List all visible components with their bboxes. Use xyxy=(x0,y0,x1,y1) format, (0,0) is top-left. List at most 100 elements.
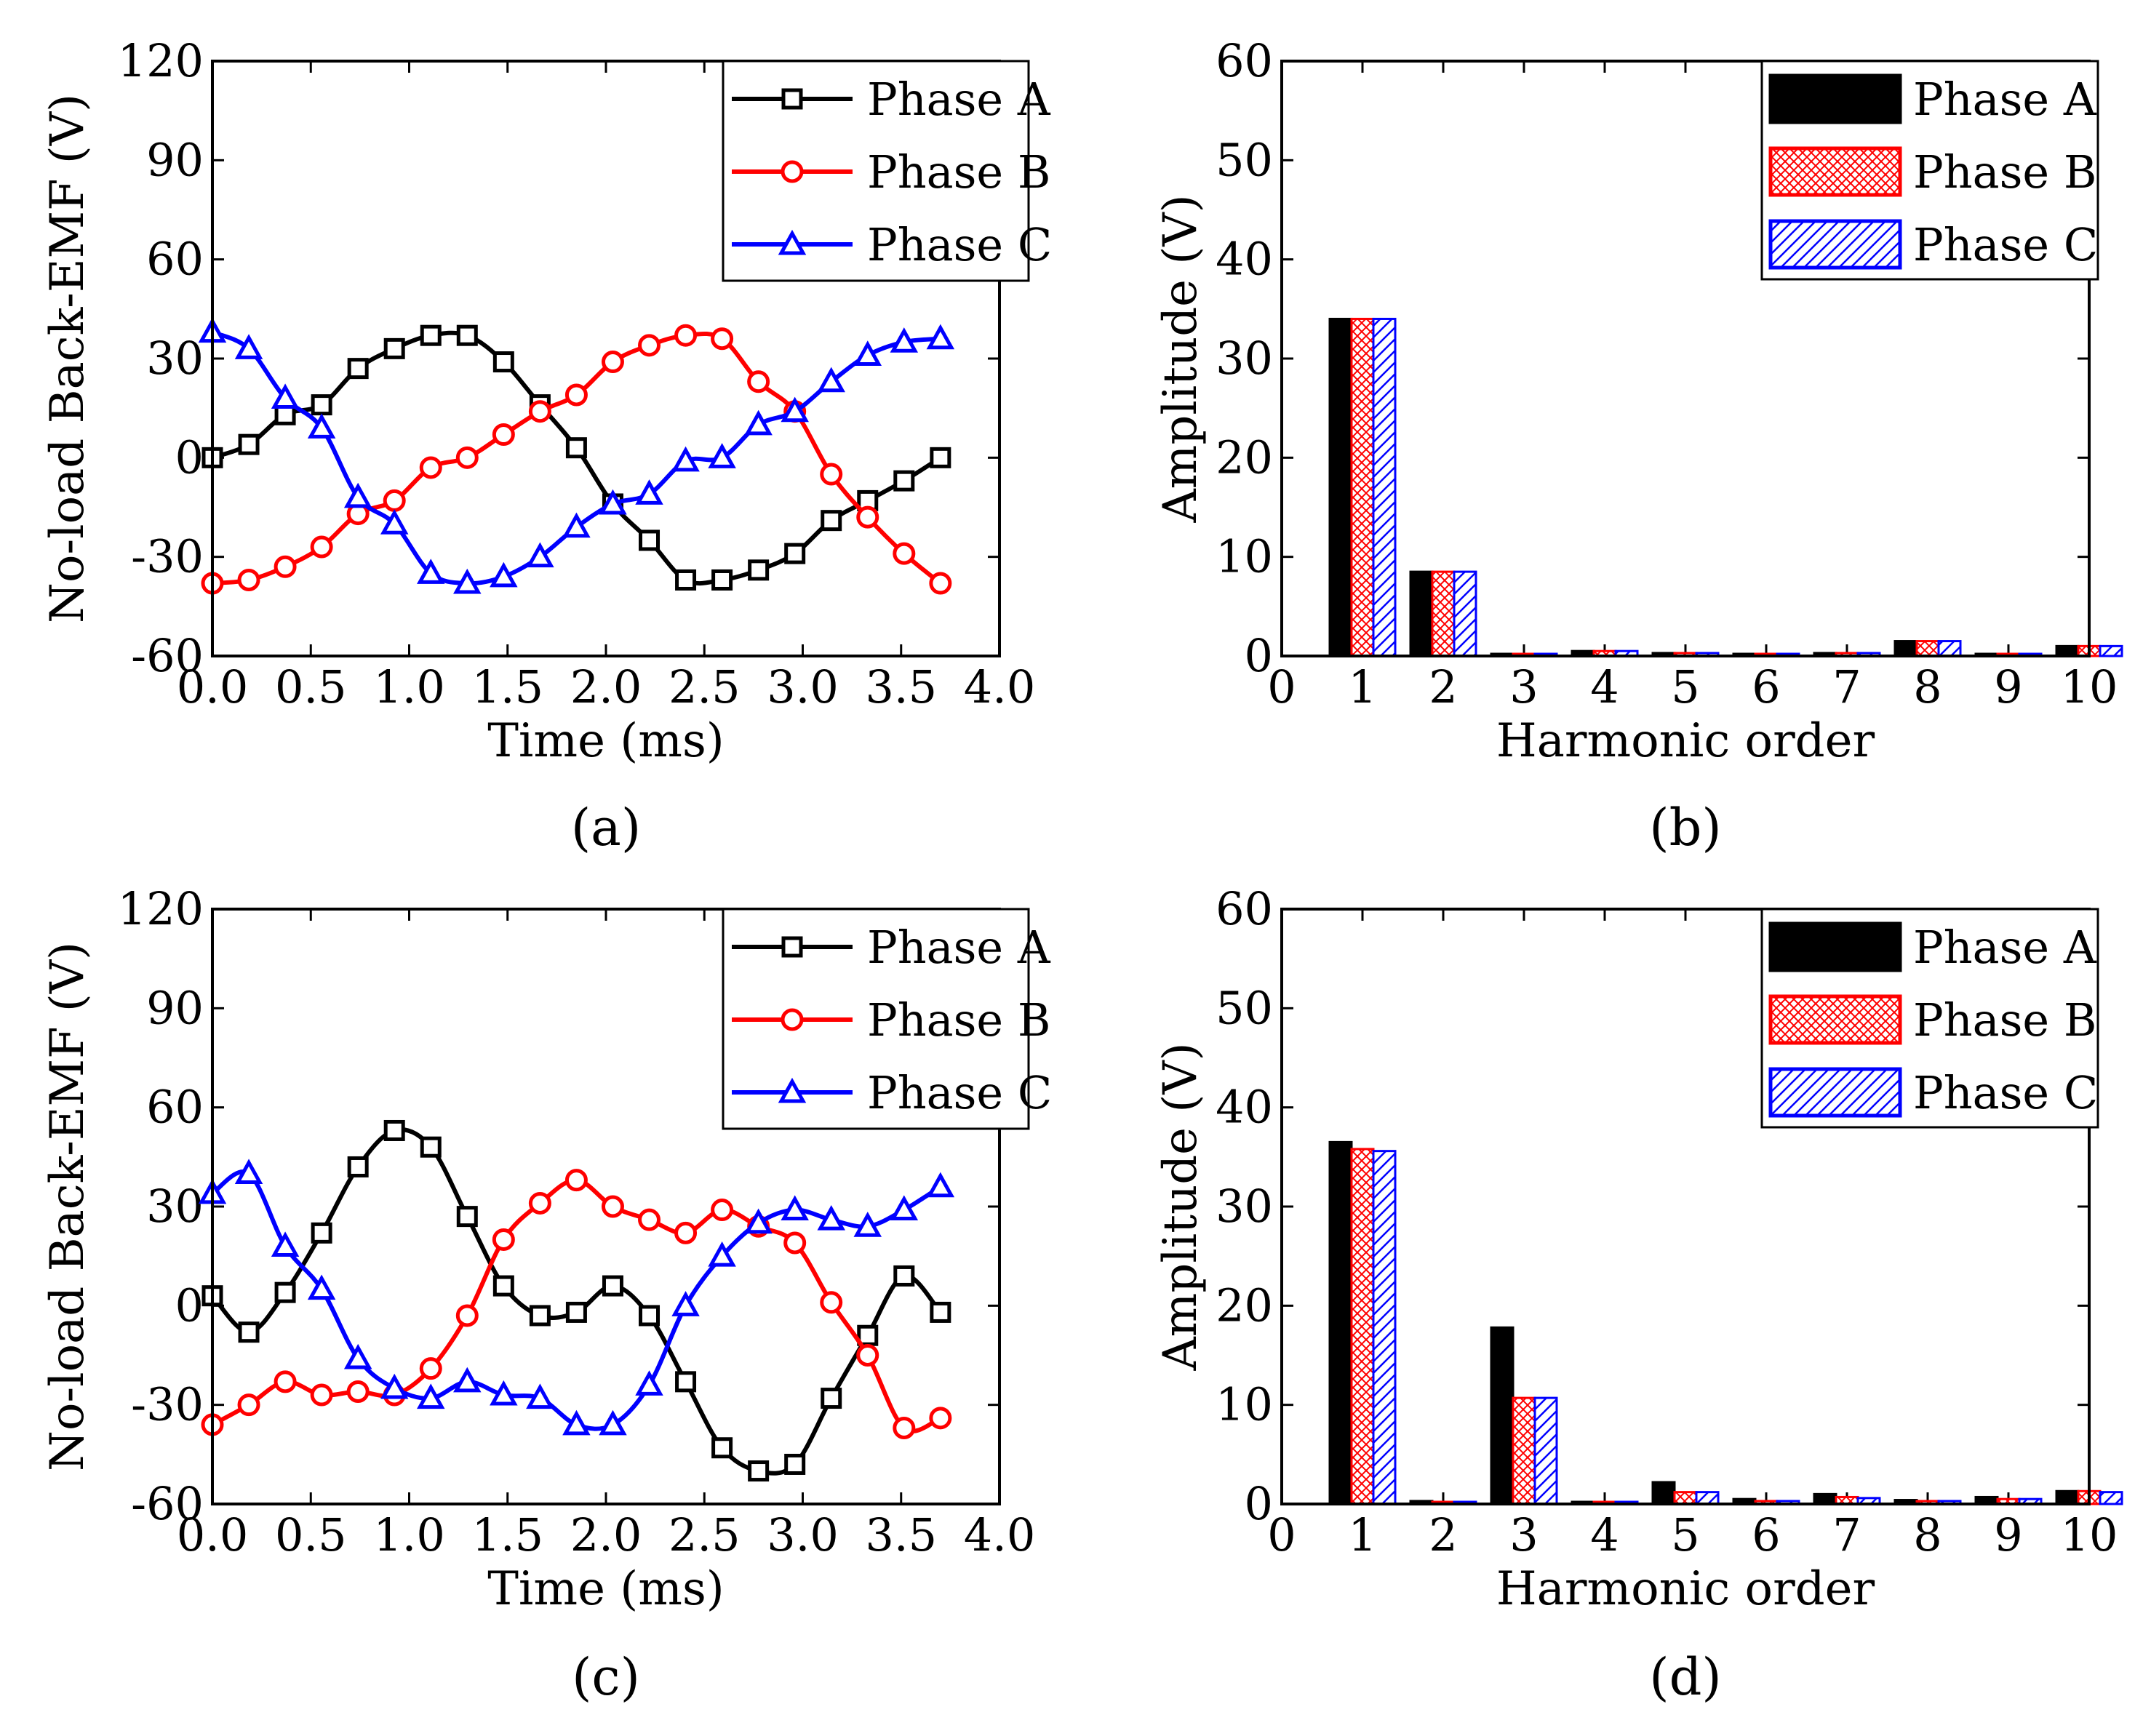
data-point xyxy=(890,327,919,353)
data-point xyxy=(781,1195,809,1221)
data-point xyxy=(817,367,845,393)
x-tick-label: 2.0 xyxy=(570,660,642,713)
bar-phase-b-h1 xyxy=(1350,1148,1375,1505)
data-point xyxy=(781,396,809,423)
data-point xyxy=(343,482,372,508)
plot-frame xyxy=(1280,908,2091,1505)
y-tick-label: 20 xyxy=(1216,1279,1273,1332)
y-tick-label: 60 xyxy=(146,233,204,286)
y-tick-label: -30 xyxy=(131,530,204,583)
data-point xyxy=(599,1409,627,1436)
data-point xyxy=(638,1208,661,1231)
data-point xyxy=(748,1460,770,1482)
data-point xyxy=(347,358,369,380)
data-point xyxy=(490,1380,518,1406)
legend-label: Phase B xyxy=(1913,993,2096,1047)
bar-phase-a-h8 xyxy=(1893,640,1918,657)
data-point xyxy=(599,489,627,515)
x-tick-label: 3 xyxy=(1509,660,1538,713)
data-point xyxy=(310,1383,333,1407)
bar-phase-c-h3 xyxy=(1533,1396,1558,1505)
x-tick-label: 0 xyxy=(1267,660,1296,713)
data-point xyxy=(234,334,263,359)
data-point xyxy=(343,1343,372,1369)
data-point xyxy=(744,409,773,436)
data-point xyxy=(492,1228,515,1251)
data-point xyxy=(893,542,916,565)
bar-phase-a-h7 xyxy=(1813,1492,1837,1505)
data-point xyxy=(708,1241,736,1267)
data-point xyxy=(420,324,442,346)
data-point xyxy=(271,383,300,409)
data-point xyxy=(639,1305,661,1327)
data-point xyxy=(562,512,591,538)
x-tick-label: 1 xyxy=(1348,660,1376,713)
x-tick-label: 1.0 xyxy=(373,1508,445,1561)
y-tick-label: 0 xyxy=(175,431,204,484)
bar-phase-b-h2 xyxy=(1431,570,1456,657)
data-point xyxy=(856,1344,879,1367)
data-point xyxy=(562,1409,591,1436)
data-point xyxy=(817,1205,845,1231)
data-point xyxy=(311,1222,332,1244)
legend-swatch-diagonal xyxy=(1768,1067,1902,1118)
data-point xyxy=(526,542,554,568)
data-point xyxy=(383,1119,405,1141)
bar-phase-c-h5 xyxy=(1695,1491,1720,1505)
data-point xyxy=(671,1291,700,1316)
y-tick-label: 40 xyxy=(1216,233,1273,286)
data-point xyxy=(455,446,479,469)
legend-swatch-crosshatch xyxy=(1768,994,1902,1045)
bar-phase-c-h1 xyxy=(1372,1150,1397,1505)
y-tick-label: 60 xyxy=(1216,34,1273,87)
data-point xyxy=(893,1265,915,1287)
legend: Phase A Phase B Phase C xyxy=(1760,908,2099,1129)
series-phase-a xyxy=(201,1119,951,1482)
plot-frame xyxy=(211,60,1001,657)
data-point xyxy=(529,1305,551,1327)
x-tick-label: 0.0 xyxy=(177,1508,249,1561)
data-point xyxy=(417,559,445,584)
data-point xyxy=(456,1206,478,1228)
data-point xyxy=(383,489,406,512)
data-point xyxy=(748,559,770,581)
data-point xyxy=(456,324,478,346)
x-tick-label: 2 xyxy=(1429,1508,1457,1561)
data-point xyxy=(274,1281,296,1303)
data-point xyxy=(856,505,879,529)
data-point xyxy=(234,1159,263,1185)
y-tick-label: 10 xyxy=(1216,1378,1273,1431)
x-tick-label: 8 xyxy=(1913,660,1942,713)
data-point xyxy=(893,470,915,492)
data-point xyxy=(930,447,951,468)
x-tick-label: 2.5 xyxy=(669,660,741,713)
x-tick-label: 4.0 xyxy=(964,1508,1036,1561)
data-point xyxy=(783,1231,807,1255)
data-point xyxy=(271,1231,300,1257)
legend-label: Phase A xyxy=(1913,73,2097,126)
legend-marker-triangle xyxy=(778,229,807,255)
data-point xyxy=(565,1301,587,1323)
data-point xyxy=(453,1367,482,1393)
data-point xyxy=(420,1136,442,1158)
x-tick-label: 1.5 xyxy=(471,1508,543,1561)
bar-phase-c-h1 xyxy=(1372,317,1397,657)
bar-phase-c-h10 xyxy=(2099,644,2123,657)
legend-marker-triangle xyxy=(778,1077,807,1103)
x-tick-label: 3.5 xyxy=(865,1508,937,1561)
legend-label: Phase B xyxy=(867,145,1050,199)
data-point xyxy=(820,1291,843,1314)
data-point xyxy=(492,1275,514,1297)
x-tick-label: 2 xyxy=(1429,660,1457,713)
data-point xyxy=(238,1321,260,1343)
data-point xyxy=(674,1221,698,1244)
legend-swatch-diagonal xyxy=(1768,219,1902,270)
bar-phase-b-h1 xyxy=(1350,317,1375,657)
data-point xyxy=(820,463,843,486)
x-tick-label: 4 xyxy=(1590,660,1619,713)
data-point xyxy=(601,351,624,374)
panel-caption: (a) xyxy=(571,798,641,857)
x-tick-label: 3.5 xyxy=(865,660,937,713)
data-point xyxy=(635,1370,663,1396)
x-tick-label: 2.5 xyxy=(669,1508,741,1561)
